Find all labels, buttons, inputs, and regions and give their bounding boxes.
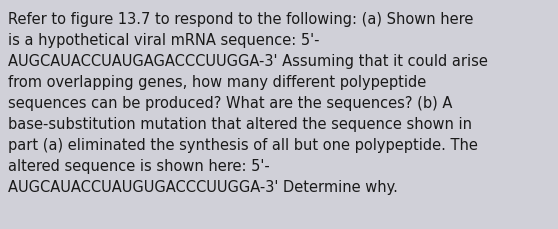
Text: is a hypothetical viral mRNA sequence: 5'-: is a hypothetical viral mRNA sequence: 5… (8, 33, 320, 48)
Text: AUGCAUACCUAUGAGACCCUUGGA-3' Assuming that it could arise: AUGCAUACCUAUGAGACCCUUGGA-3' Assuming tha… (8, 54, 488, 69)
Text: from overlapping genes, how many different polypeptide: from overlapping genes, how many differe… (8, 75, 426, 90)
Text: altered sequence is shown here: 5'-: altered sequence is shown here: 5'- (8, 158, 270, 173)
Text: part (a) eliminated the synthesis of all but one polypeptide. The: part (a) eliminated the synthesis of all… (8, 137, 478, 152)
Text: base-substitution mutation that altered the sequence shown in: base-substitution mutation that altered … (8, 117, 472, 131)
Text: sequences can be produced? What are the sequences? (b) A: sequences can be produced? What are the … (8, 95, 453, 111)
Text: Refer to figure 13.7 to respond to the following: (a) Shown here: Refer to figure 13.7 to respond to the f… (8, 12, 473, 27)
Text: AUGCAUACCUAUGUGACCCUUGGA-3' Determine why.: AUGCAUACCUAUGUGACCCUUGGA-3' Determine wh… (8, 179, 398, 194)
